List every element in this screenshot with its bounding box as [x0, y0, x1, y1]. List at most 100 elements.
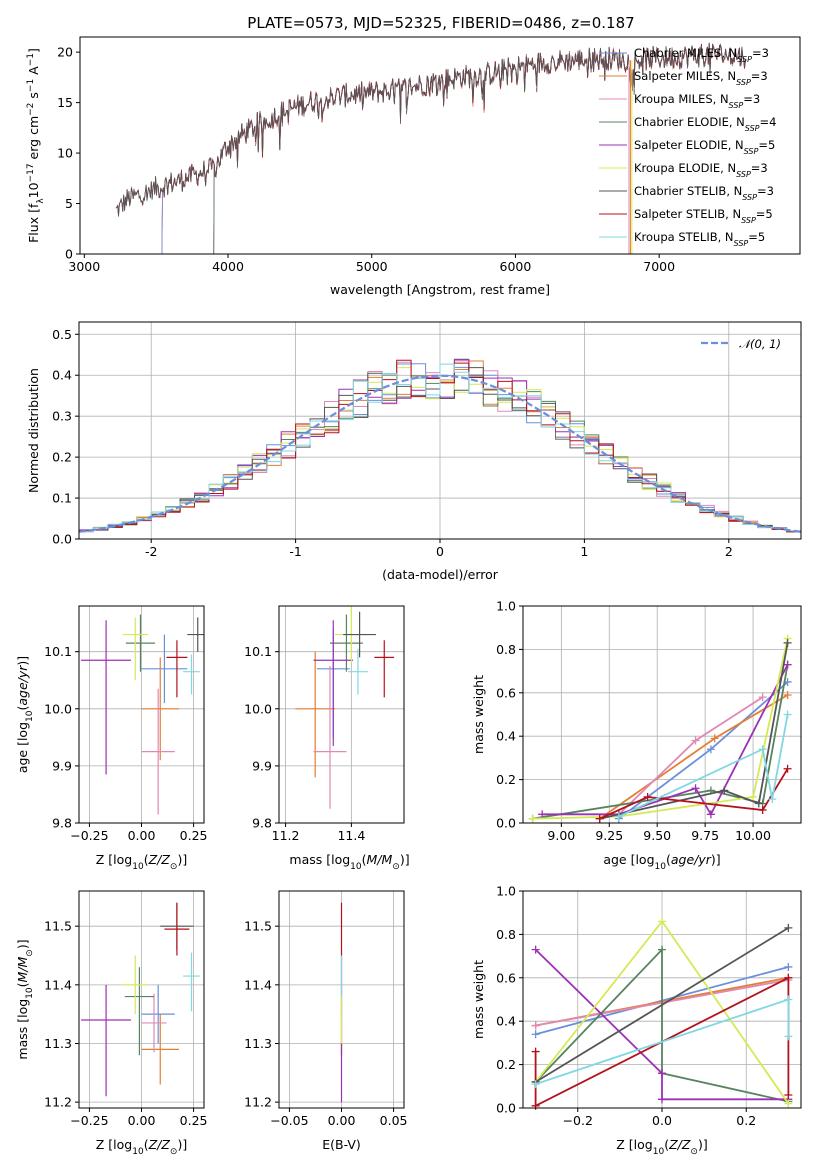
weight-marker [658, 1069, 666, 1078]
x-tick-label: 9.25 [595, 828, 623, 843]
x-tick-label: -1 [289, 544, 301, 559]
weight-series-line [599, 768, 789, 820]
weight-series-line [618, 714, 789, 818]
x-tick-label: 0.00 [328, 1113, 356, 1128]
weight-marker [758, 745, 767, 754]
x-tick-label: −0.25 [70, 828, 108, 843]
y-tick-label: 1.0 [496, 884, 516, 899]
legend-label: Salpeter ELODIE, NSSP=5 [634, 138, 775, 156]
y-tick-label: 9.9 [52, 758, 72, 773]
y-axis-label: mass [log10(M/M⊙)] [15, 939, 35, 1059]
y-tick-label: 11.3 [44, 1036, 72, 1051]
x-tick-label: 3000 [68, 259, 100, 274]
y-tick-label: 0 [65, 247, 73, 262]
y-tick-label: 0.3 [52, 409, 72, 424]
weight-marker [658, 917, 666, 926]
x-axis-label: E(B-V) [322, 1137, 361, 1152]
y-tick-label: 9.8 [252, 816, 272, 831]
weight-marker [538, 810, 547, 819]
x-tick-label: 5000 [356, 259, 388, 274]
legend-label: Chabrier ELODIE, NSSP=4 [634, 115, 776, 133]
weight-marker [758, 805, 767, 814]
y-tick-label: 0.5 [52, 327, 72, 342]
x-tick-label: 1 [580, 544, 588, 559]
y-tick-label: 1.0 [496, 599, 516, 614]
weight-series-line [535, 927, 789, 1083]
y-tick-label: 0.4 [496, 1014, 516, 1029]
x-tick-label: 0.2 [736, 1113, 756, 1128]
x-axis-label: age [log10(age/yr)] [603, 852, 720, 872]
axes-age_vs_mass: 11.2 11.4 9.8 9.9 10.0 10.1 [244, 605, 405, 843]
weight-marker [531, 1047, 540, 1056]
x-tick-label: 9.75 [691, 828, 719, 843]
plot-area-age_vs_Z [81, 614, 204, 815]
weight-marker [595, 814, 604, 823]
x-tick-label: 2 [725, 544, 733, 559]
y-tick-label: 0.8 [496, 642, 516, 657]
legend-label-gaussian: 𝒩(0, 1) [739, 337, 781, 351]
weight-marker [758, 693, 767, 702]
weight-marker [783, 638, 792, 647]
errorbar-group [81, 902, 200, 1097]
y-tick-label: 11.3 [244, 1036, 272, 1051]
weight-marker [531, 1080, 540, 1089]
weight-series-line [532, 638, 789, 820]
weight-marker [784, 1032, 793, 1041]
gaussian-curve [79, 374, 801, 533]
legend-label: Salpeter STELIB, NSSP=5 [634, 207, 773, 225]
y-tick-label: 11.5 [44, 919, 72, 934]
x-tick-label: 4000 [212, 259, 244, 274]
weight-marker [783, 660, 792, 669]
y-tick-label: 0.6 [496, 970, 516, 985]
y-tick-label: 11.2 [244, 1095, 272, 1110]
axes-frame [278, 890, 405, 1109]
weight-marker [754, 799, 763, 808]
axes-weight_vs_age: 9.00 9.25 9.50 9.75 10.00 0.0 0.2 0.4 0.6 0.8 1.0 [496, 599, 802, 843]
weight-marker [658, 1095, 666, 1104]
y-axis-label: Normed distribution [26, 368, 41, 493]
x-tick-label: 0.05 [380, 1113, 408, 1128]
spectrum-lines [115, 42, 746, 254]
x-tick-label: -2 [145, 544, 157, 559]
x-axis-label: Z [log10(Z/Z⊙)] [96, 852, 187, 872]
y-tick-label: 9.9 [252, 758, 272, 773]
axes-frame [522, 605, 802, 824]
plot-area-mass_vs_Z [81, 902, 200, 1097]
y-axis-label: mass weight [471, 675, 486, 754]
histogram-lines [79, 358, 801, 534]
weight-marker [749, 792, 758, 801]
legend-label: Kroupa ELODIE, NSSP=3 [634, 161, 768, 179]
y-axis-label: Flux [fλ10−17 erg cm−2 s−1 A−1] [26, 48, 46, 243]
x-tick-label: 0.25 [180, 828, 208, 843]
weight-marker [706, 745, 715, 754]
axes-frame [78, 890, 205, 1109]
weight-marker [784, 973, 793, 982]
weight-marker [531, 1030, 540, 1039]
y-tick-label: 0.8 [496, 927, 516, 942]
plot-area-spectrum [115, 42, 746, 254]
y-tick-label: 15 [57, 95, 73, 110]
weight-marker [531, 1021, 540, 1030]
weight-marker [691, 784, 700, 793]
weight-series-line [599, 642, 789, 820]
weight-marker [783, 764, 792, 773]
errorbar-group [81, 614, 204, 815]
weight-series-line [534, 948, 789, 1101]
x-tick-label: 0.0 [652, 1113, 672, 1128]
x-axis-label: (data-model)/error [382, 567, 499, 582]
y-tick-label: 0.0 [52, 532, 72, 547]
y-tick-label: 0.6 [496, 685, 516, 700]
x-tick-label: 11.2 [272, 828, 300, 843]
spectrum-legend: Chabrier MILES, NSSP=3 Salpeter MILES, NS… [599, 46, 776, 248]
axes-frame [78, 605, 205, 824]
plot-area-weight_vs_age [528, 634, 792, 823]
weight-marker [528, 814, 537, 823]
x-tick-label: 0.00 [128, 1113, 156, 1128]
y-tick-label: 10.0 [244, 701, 272, 716]
axes-frame [79, 36, 801, 255]
y-tick-label: 10.1 [244, 644, 272, 659]
x-axis-label: Z [log10(Z/Z⊙)] [616, 1137, 707, 1157]
weight-marker [643, 792, 652, 801]
axes-frame [522, 890, 802, 1109]
